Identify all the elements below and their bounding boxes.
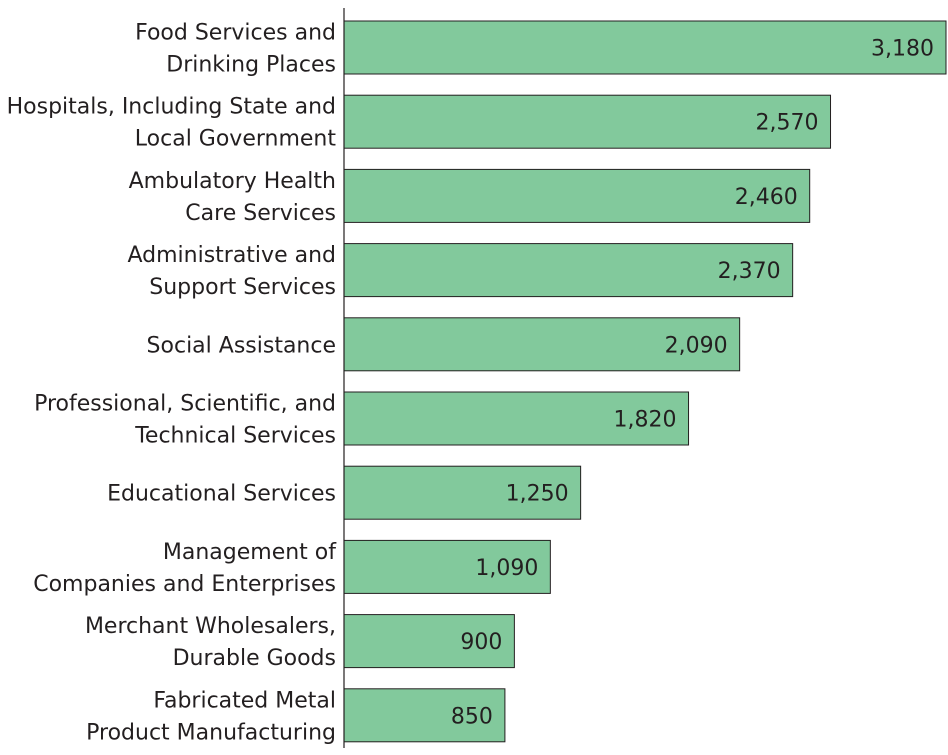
category-label-line: Educational Services — [107, 482, 336, 507]
value-label: 2,090 — [665, 333, 728, 358]
category-label-line: Merchant Wholesalers, — [85, 614, 336, 639]
bars-layer — [343, 20, 947, 743]
category-label-line: Technical Services — [134, 424, 336, 449]
category-label-line: Management of — [163, 540, 337, 565]
category-label-line: Companies and Enterprises — [33, 572, 336, 597]
category-label: Merchant Wholesalers, Durable Goods — [85, 614, 336, 671]
value-label: 2,460 — [735, 185, 798, 210]
bar — [343, 94, 832, 149]
category-label-line: Administrative and — [127, 243, 336, 268]
bar — [343, 168, 811, 223]
category-label-line: Durable Goods — [173, 646, 336, 671]
category-label-line: Local Government — [135, 127, 337, 152]
value-label: 2,370 — [718, 259, 781, 284]
value-label: 1,090 — [475, 556, 538, 581]
bar — [343, 20, 947, 75]
bar — [343, 465, 582, 520]
category-label: Management of Companies and Enterprises — [33, 540, 337, 597]
category-label: Administrative and Support Services — [127, 243, 336, 300]
category-label-line: Professional, Scientific, and — [34, 392, 336, 417]
category-label-line: Care Services — [185, 201, 336, 226]
value-label: 1,250 — [506, 482, 569, 507]
value-label: 900 — [460, 630, 502, 655]
category-labels-layer: Food Services and Drinking Places Hospital… — [7, 21, 338, 746]
value-label: 1,820 — [614, 408, 677, 433]
category-label-line: Food Services and — [135, 21, 336, 46]
category-label-line: Social Assistance — [147, 333, 336, 358]
category-label: Professional, Scientific, and Technical S… — [34, 392, 336, 449]
bar — [343, 243, 794, 298]
category-label-line: Drinking Places — [166, 53, 336, 78]
value-label: 850 — [451, 704, 493, 729]
bar — [343, 317, 741, 372]
bar — [343, 391, 690, 446]
category-label: Fabricated Metal Product Manufacturing — [86, 688, 336, 745]
category-label: Social Assistance — [147, 333, 336, 358]
value-label: 3,180 — [871, 37, 934, 62]
category-label-line: Ambulatory Health — [129, 169, 336, 194]
value-label: 2,570 — [756, 111, 819, 136]
category-label-line: Product Manufacturing — [86, 720, 336, 745]
category-label: Ambulatory Health Care Services — [129, 169, 336, 226]
category-label: Educational Services — [107, 482, 336, 507]
category-label-line: Hospitals, Including State and — [7, 95, 336, 120]
value-labels-layer: 3,180 2,570 2,460 2,370 2,090 1,820 1,250 1,090… — [451, 37, 934, 730]
category-label: Food Services and Drinking Places — [135, 21, 336, 78]
bar — [343, 539, 551, 594]
category-label-line: Support Services — [149, 275, 336, 300]
category-label-line: Fabricated Metal — [153, 688, 336, 713]
category-label: Hospitals, Including State and Local Gove… — [7, 95, 337, 152]
